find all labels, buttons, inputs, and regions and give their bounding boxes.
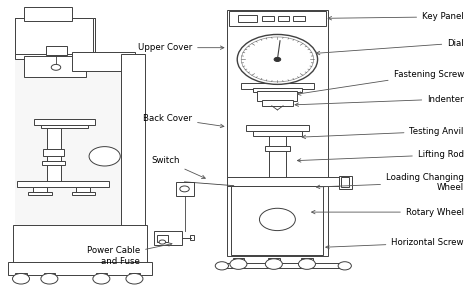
Text: Upper Cover: Upper Cover [138, 43, 224, 52]
Text: Back Cover: Back Cover [143, 114, 224, 128]
Circle shape [230, 259, 247, 269]
Bar [42, 161, 65, 165]
Bar [15, 18, 93, 54]
Bar [341, 178, 349, 187]
Bar [44, 273, 55, 277]
Bar [15, 273, 27, 277]
Text: Key Panel: Key Panel [328, 12, 464, 21]
Circle shape [274, 57, 281, 61]
Bar [241, 83, 314, 89]
Text: Power Cable
and Fuse: Power Cable and Fuse [87, 243, 172, 266]
Bar [47, 128, 61, 183]
Bar [121, 54, 145, 250]
Bar [72, 191, 95, 195]
Circle shape [51, 64, 61, 70]
Bar [262, 16, 274, 21]
Circle shape [259, 208, 295, 231]
Bar [278, 16, 290, 21]
Bar [129, 273, 140, 277]
Circle shape [41, 273, 58, 284]
Text: Fastening Screw: Fastening Screw [297, 70, 464, 95]
Bar [222, 263, 347, 268]
Bar [72, 52, 136, 71]
Bar [231, 186, 323, 255]
Bar [24, 6, 72, 21]
Bar [15, 54, 38, 244]
Bar [24, 56, 86, 77]
Bar [76, 56, 133, 77]
Bar [265, 146, 290, 151]
Text: Dial: Dial [316, 39, 464, 55]
Bar [124, 54, 143, 244]
Bar [24, 56, 86, 77]
Bar [246, 125, 310, 131]
Circle shape [126, 273, 143, 284]
Bar [43, 149, 64, 156]
Circle shape [12, 273, 29, 284]
Bar [268, 258, 280, 261]
Circle shape [215, 262, 228, 270]
Text: Lifting Rod: Lifting Rod [297, 150, 464, 162]
Bar [233, 258, 244, 261]
Circle shape [299, 259, 316, 269]
Bar [293, 16, 305, 21]
Text: Rotary Wheel: Rotary Wheel [311, 208, 464, 217]
Bar [157, 235, 167, 242]
Bar [253, 88, 302, 92]
Bar [257, 91, 298, 101]
Bar [227, 9, 328, 256]
Bar [229, 11, 326, 26]
Bar [338, 176, 352, 189]
Text: Switch: Switch [152, 156, 205, 178]
Bar [34, 119, 95, 125]
Text: Indenter: Indenter [295, 95, 464, 106]
Text: Horizontal Screw: Horizontal Screw [326, 238, 464, 249]
Circle shape [241, 37, 314, 82]
Bar [238, 15, 257, 22]
Bar [301, 258, 313, 261]
Text: Loading Changing
Wheel: Loading Changing Wheel [316, 173, 464, 192]
Bar [15, 18, 95, 59]
Circle shape [180, 186, 189, 192]
Bar [8, 262, 152, 275]
Text: Testing Anvil: Testing Anvil [302, 127, 464, 139]
Bar [253, 131, 302, 136]
Bar [33, 187, 47, 192]
Bar [227, 177, 340, 186]
Bar [175, 182, 193, 196]
Bar [17, 181, 109, 187]
Bar [76, 187, 91, 192]
Bar [41, 124, 88, 128]
Bar [15, 54, 143, 244]
Bar [155, 231, 182, 245]
Circle shape [338, 262, 351, 270]
Bar [262, 100, 293, 106]
Bar [46, 46, 67, 55]
Circle shape [265, 259, 283, 269]
Bar [96, 273, 107, 277]
Circle shape [237, 35, 318, 84]
Bar [28, 191, 52, 195]
Bar [269, 136, 286, 177]
Circle shape [159, 240, 165, 244]
Bar [15, 18, 95, 59]
Bar [190, 235, 194, 240]
Circle shape [89, 147, 120, 166]
Bar [12, 225, 147, 266]
Circle shape [93, 273, 110, 284]
